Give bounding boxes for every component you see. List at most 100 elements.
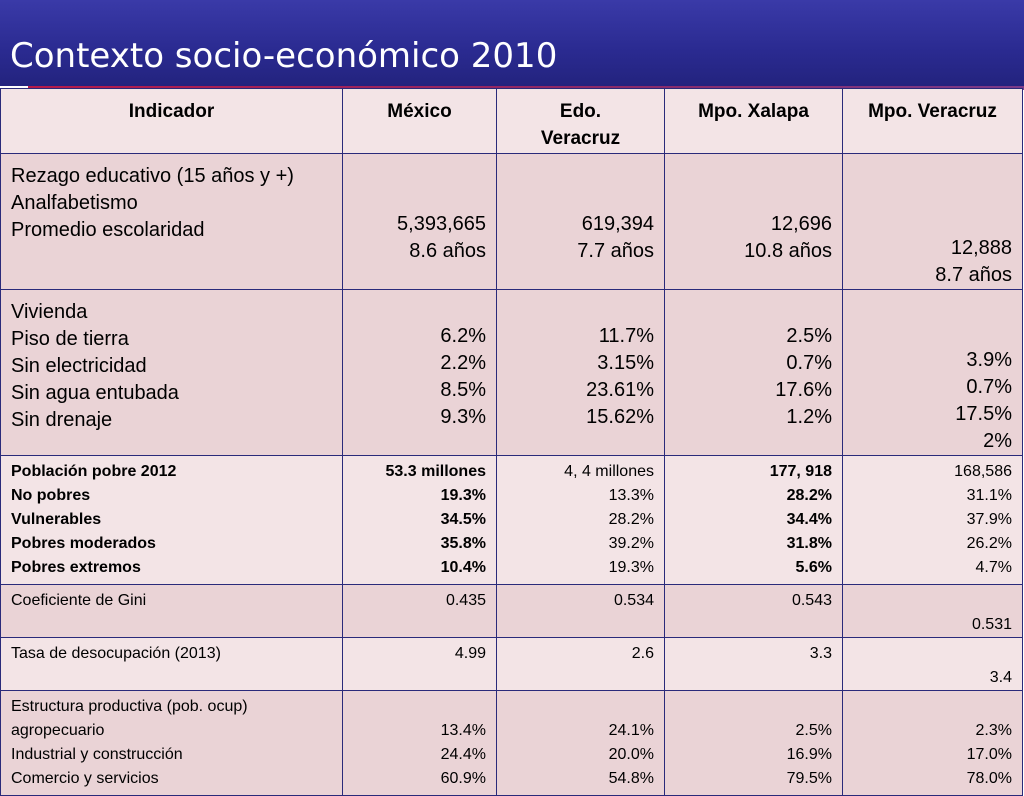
cell-value	[507, 299, 654, 323]
cell-value	[353, 695, 486, 719]
cell-value: 1.2%	[786, 406, 832, 428]
cell-value: 0.534	[613, 592, 654, 609]
cell-value: 3.4	[989, 669, 1012, 686]
cell-value	[675, 695, 832, 719]
indicator-label: Estructura productiva (pob. ocup)	[11, 698, 248, 715]
indicator-label-cell: Vivienda Piso de tierra Sin electricidad Si…	[0, 289, 343, 456]
value-cell: 6.2% 2.2% 8.5% 9.3%	[342, 289, 497, 456]
cell-value: 5,393,665	[397, 213, 486, 235]
indicator-label: Tasa de desocupación (2013)	[11, 645, 221, 662]
indicator-label-cell: Estructura productiva (pob. ocup) agropec…	[0, 690, 343, 796]
cell-value: 34.5%	[440, 511, 486, 528]
cell-value: 4.99	[454, 645, 486, 662]
title-bar: Contexto socio-económico 2010	[0, 0, 1024, 86]
cell-value	[675, 187, 832, 211]
cell-value	[853, 323, 1012, 347]
cell-value: 31.1%	[966, 487, 1012, 504]
value-cell: 53.3 millones 19.3% 34.5% 35.8% 10.4%	[342, 455, 497, 585]
cell-value: 2.3%	[975, 722, 1012, 739]
indicator-label: Vulnerables	[11, 511, 102, 528]
cell-value: 19.3%	[440, 487, 486, 504]
cell-value	[353, 163, 486, 187]
value-cell: 3.3	[664, 637, 843, 691]
cell-value: 17.5%	[955, 403, 1012, 425]
cell-value: 3.3	[809, 645, 832, 662]
cell-value	[675, 163, 832, 187]
cell-value: 5.6%	[795, 559, 832, 576]
cell-value: 35.8%	[440, 535, 486, 552]
cell-value: 34.4%	[786, 511, 832, 528]
cell-value: 28.2%	[608, 511, 654, 528]
indicators-table: Indicador México Edo. Veracruz Mpo. Xala…	[0, 88, 1023, 796]
value-cell: 3.9% 0.7% 17.5% 2%	[842, 289, 1023, 456]
table-row: Estructura productiva (pob. ocup) agropec…	[0, 690, 1023, 796]
cell-value: 2.6	[631, 645, 654, 662]
indicator-label: agropecuario	[11, 722, 105, 739]
cell-value: 11.7%	[598, 325, 654, 347]
cell-value: 3.9%	[966, 349, 1012, 371]
value-cell: 5,393,665 8.6 años	[342, 153, 497, 290]
indicator-label: Coeficiente de Gini	[11, 592, 147, 609]
indicator-label: Pobres extremos	[11, 559, 141, 576]
cell-value: 10.4%	[440, 559, 486, 576]
value-cell: 177, 918 28.2% 34.4% 31.8% 5.6%	[664, 455, 843, 585]
indicator-label-cell: Rezago educativo (15 años y +) Analfabeti…	[0, 153, 343, 290]
cell-value	[507, 163, 654, 187]
cell-value: 2.5%	[795, 722, 832, 739]
cell-value: 60.9%	[440, 770, 486, 787]
cell-value: 24.4%	[440, 746, 486, 763]
cell-value	[353, 299, 486, 323]
page-title: Contexto socio-económico 2010	[10, 36, 558, 76]
value-cell: 0.543	[664, 584, 843, 638]
cell-value	[507, 695, 654, 719]
table-row: Población pobre 2012 No pobres Vulnerables…	[0, 455, 1023, 585]
header-mpo-veracruz: Mpo. Veracruz	[842, 88, 1023, 154]
cell-value: 23.61%	[586, 379, 654, 401]
indicator-label: Sin agua entubada	[11, 382, 179, 404]
cell-value	[353, 187, 486, 211]
cell-value	[853, 187, 1012, 211]
value-cell: 3.4	[842, 637, 1023, 691]
value-cell: 0.531	[842, 584, 1023, 638]
indicator-label: Comercio y servicios	[11, 770, 159, 787]
header-row: Indicador México Edo. Veracruz Mpo. Xala…	[0, 88, 1023, 154]
cell-value: 53.3 millones	[385, 463, 487, 480]
cell-value	[853, 299, 1012, 323]
cell-value: 0.435	[445, 592, 486, 609]
cell-value: 8.7 años	[935, 264, 1012, 286]
indicator-label: Vivienda	[11, 301, 88, 323]
cell-value: 20.0%	[608, 746, 654, 763]
cell-value: 31.8%	[786, 535, 832, 552]
cell-value	[675, 299, 832, 323]
indicator-label: Sin drenaje	[11, 409, 113, 431]
cell-value: 0.7%	[786, 352, 832, 374]
cell-value: 26.2%	[966, 535, 1012, 552]
indicator-label: Industrial y construcción	[11, 746, 183, 763]
cell-value: 54.8%	[608, 770, 654, 787]
cell-value: 19.3%	[608, 559, 654, 576]
cell-value: 8.6 años	[409, 240, 486, 262]
cell-value: 9.3%	[440, 406, 486, 428]
table-row: Vivienda Piso de tierra Sin electricidad Si…	[0, 289, 1023, 456]
value-cell: 11.7% 3.15% 23.61% 15.62%	[496, 289, 665, 456]
value-cell: 2.5% 16.9% 79.5%	[664, 690, 843, 796]
indicator-label: Promedio escolaridad	[11, 219, 205, 241]
value-cell: 13.4% 24.4% 60.9%	[342, 690, 497, 796]
table-row: Tasa de desocupación (2013) 4.99 2.6 3.3 3.4	[0, 637, 1023, 691]
value-cell: 168,586 31.1% 37.9% 26.2% 4.7%	[842, 455, 1023, 585]
cell-value: 2%	[983, 430, 1012, 452]
cell-value: 2.5%	[786, 325, 832, 347]
header-indicador: Indicador	[0, 88, 343, 154]
indicator-label: Piso de tierra	[11, 328, 129, 350]
indicator-label: Rezago educativo (15 años y +)	[11, 165, 294, 187]
value-cell: 4, 4 millones 13.3% 28.2% 39.2% 19.3%	[496, 455, 665, 585]
cell-value: 79.5%	[786, 770, 832, 787]
indicator-label-cell: Coeficiente de Gini	[0, 584, 343, 638]
cell-value: 177, 918	[769, 463, 832, 480]
cell-value: 12,888	[950, 237, 1012, 259]
value-cell: 0.534	[496, 584, 665, 638]
cell-value: 37.9%	[966, 511, 1012, 528]
value-cell: 4.99	[342, 637, 497, 691]
cell-value: 0.531	[971, 616, 1012, 633]
cell-value	[853, 589, 1012, 613]
